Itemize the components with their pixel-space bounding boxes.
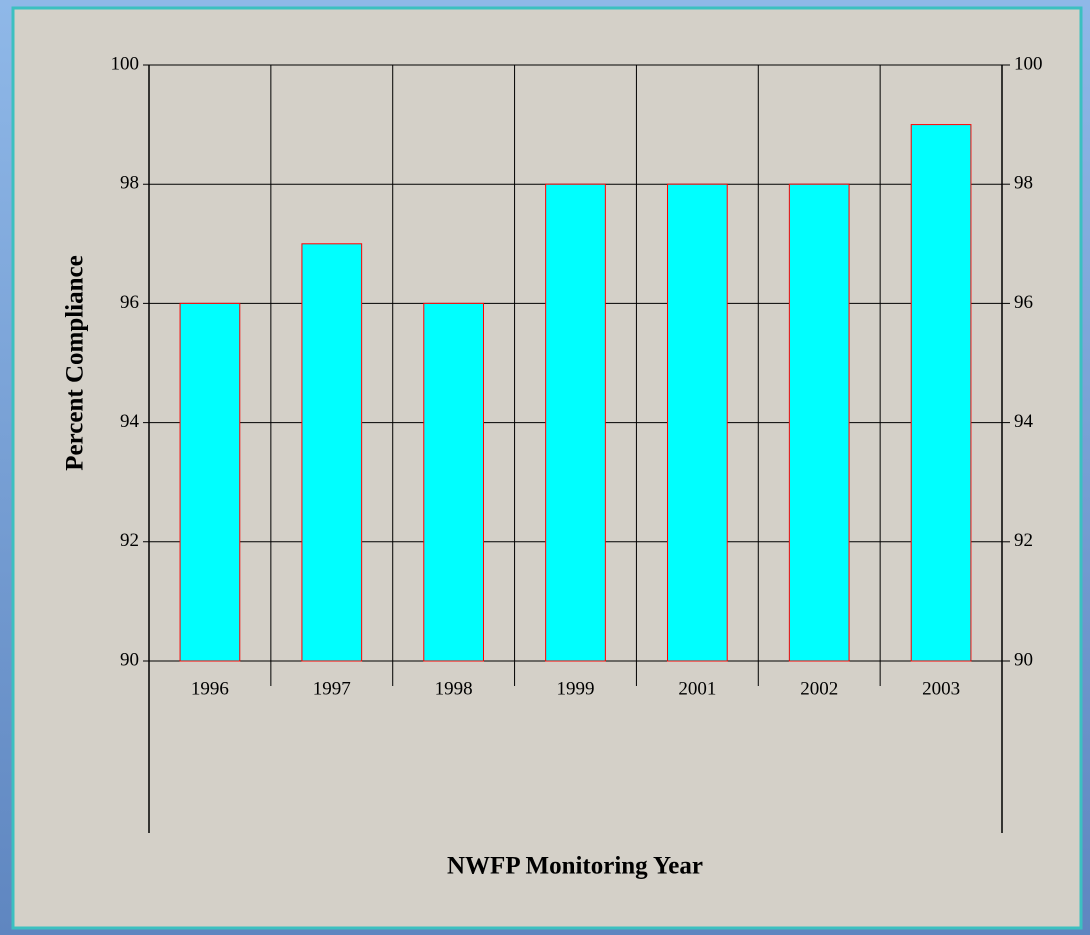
x-tick-label: 1999 <box>557 678 595 699</box>
x-tick-label: 2003 <box>922 678 960 699</box>
y2-tick-label: 94 <box>1014 411 1034 432</box>
x-axis-title: NWFP Monitoring Year <box>447 853 703 880</box>
bar <box>910 124 972 662</box>
y-tick-label: 92 <box>120 530 139 551</box>
y2-tick-label: 90 <box>1014 649 1033 670</box>
bar <box>667 183 728 662</box>
bar <box>545 183 606 662</box>
y-axis-title: Percent Compliance <box>62 255 89 470</box>
y-tick-label: 98 <box>120 173 139 194</box>
y-tick-label: 100 <box>111 53 140 74</box>
bar <box>423 302 484 662</box>
y2-tick-label: 98 <box>1014 173 1033 194</box>
y-tick-label: 90 <box>120 649 139 670</box>
x-tick-label: 1997 <box>313 678 351 699</box>
y-tick-label: 94 <box>120 411 140 432</box>
y2-tick-label: 96 <box>1014 292 1033 313</box>
x-tick-label: 2001 <box>678 678 716 699</box>
x-tick-label: 1998 <box>435 678 473 699</box>
y-tick-label: 96 <box>120 292 139 313</box>
bar <box>301 243 363 662</box>
y2-tick-label: 92 <box>1014 530 1033 551</box>
bar <box>179 302 241 662</box>
x-tick-label: 1996 <box>191 678 229 699</box>
y2-tick-label: 100 <box>1014 53 1043 74</box>
bar <box>788 183 850 662</box>
x-tick-label: 2002 <box>800 678 838 699</box>
